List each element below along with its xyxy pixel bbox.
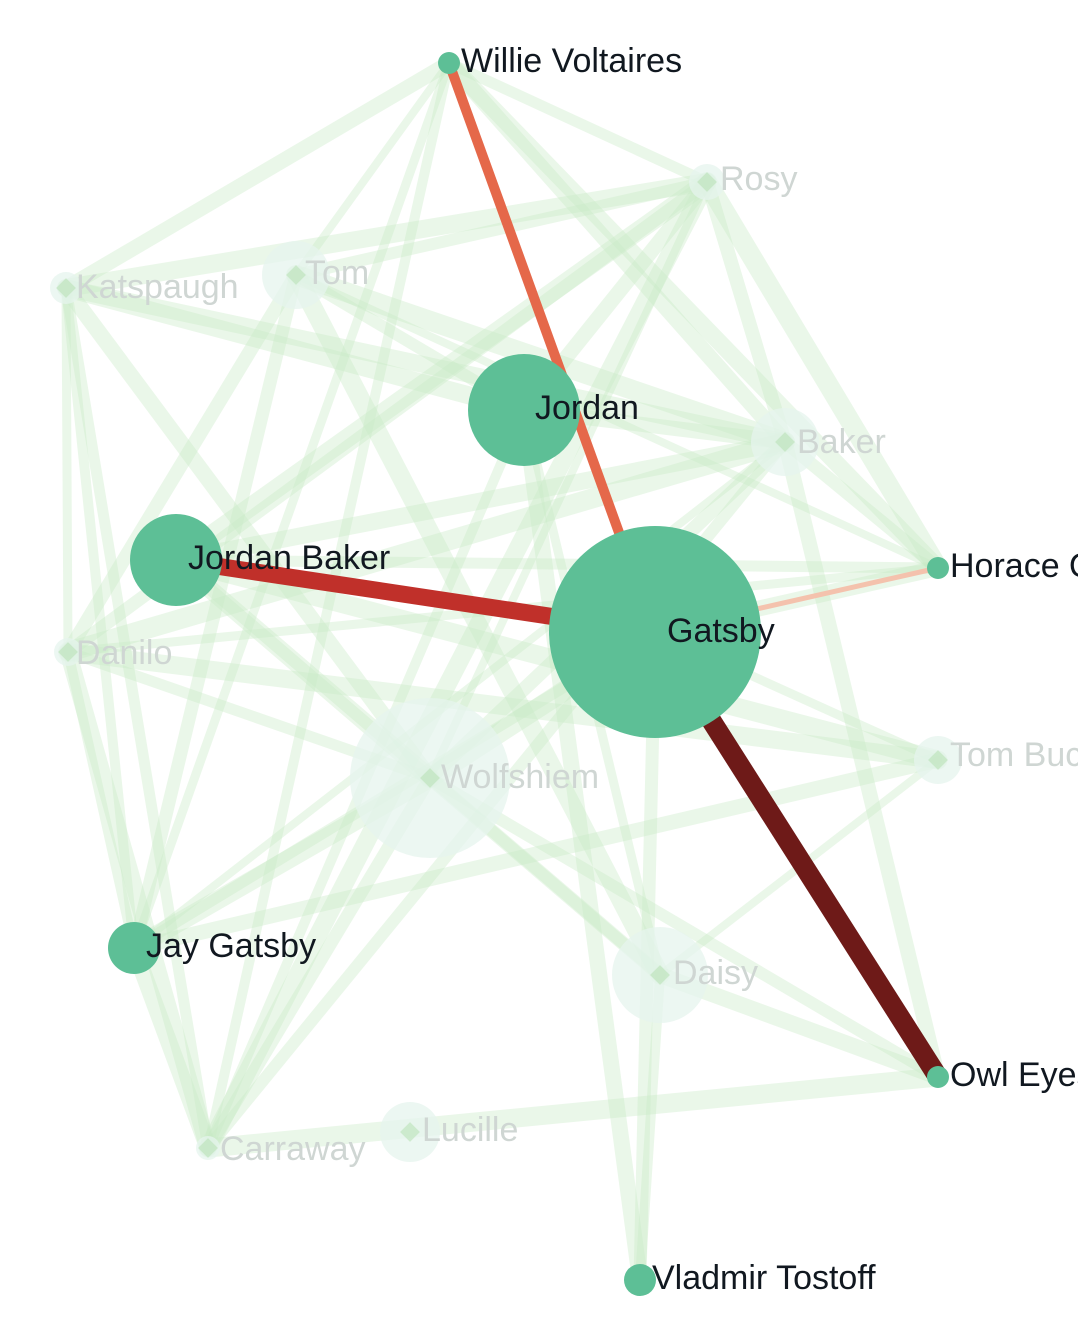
node-label-danilo: Danilo xyxy=(76,634,172,672)
node-gatsby[interactable] xyxy=(549,526,761,738)
faded-edge-jordan-baker-baker xyxy=(167,433,794,569)
faded-edge-willie-voltaires-baker xyxy=(441,55,793,450)
node-label-willie-voltaires: Willie Voltaires xyxy=(461,42,682,80)
faded-edge-tom-danilo xyxy=(61,268,303,659)
node-marker-baker xyxy=(775,432,795,452)
node-horace[interactable] xyxy=(927,557,949,579)
faded-edge-jordan-vladmir-tostoff xyxy=(516,402,648,1288)
faded-edge-danilo-jay-gatsby xyxy=(63,647,139,953)
faded-edge-danilo-carraway xyxy=(59,643,217,1157)
faded-edge-danilo-tom-buchanan xyxy=(59,643,947,769)
node-label-jay-gatsby: Jay Gatsby xyxy=(146,927,316,965)
faded-edge-willie-voltaires-tom xyxy=(292,59,453,279)
faded-edge-rosy-baker xyxy=(700,175,792,449)
faded-edge-katspaugh-carraway xyxy=(60,282,214,1154)
node-label-owl-eyes: Owl Eyes xyxy=(950,1056,1078,1094)
node-vladmir-tostoff[interactable] xyxy=(624,1264,656,1296)
faded-edge-rosy-wolfshiem xyxy=(426,178,711,782)
node-jordan[interactable] xyxy=(468,354,580,466)
node-label-jordan: Jordan xyxy=(535,389,639,427)
faded-edge-wolfshiem-owl-eyes xyxy=(424,772,944,1083)
node-label-horace: Horace O xyxy=(950,547,1078,585)
node-label-carraway: Carraway xyxy=(220,1130,365,1168)
faded-edge-rosy-katspaugh xyxy=(57,173,716,297)
node-label-katspaugh: Katspaugh xyxy=(76,268,239,306)
faded-edge-rosy-jordan-baker xyxy=(166,172,717,570)
faded-edge-jordan-baker-horace xyxy=(170,554,944,574)
faded-edge-rosy-horace xyxy=(697,172,948,578)
faded-edge-baker-owl-eyes xyxy=(777,434,946,1085)
faded-edge-katspaugh-baker xyxy=(57,279,794,451)
faded-edge-tom-horace xyxy=(292,271,942,572)
faded-edge-willie-voltaires-carraway xyxy=(203,58,454,1153)
faded-edge-willie-voltaires-katspaugh xyxy=(58,55,457,296)
faded-edge-willie-voltaires-horace xyxy=(440,54,947,577)
node-label-vladmir-tostoff: Vladmir Tostoff xyxy=(652,1259,876,1297)
faded-edge-owl-eyes-carraway xyxy=(198,1067,948,1158)
faded-edge-layer xyxy=(57,54,948,1288)
node-marker-wolfshiem xyxy=(420,768,440,788)
node-label-baker: Baker xyxy=(797,423,886,461)
faded-edge-carraway-rosy xyxy=(199,173,716,1157)
node-label-tom-buchanan: Tom Buchanan xyxy=(950,736,1078,774)
node-owl-eyes[interactable] xyxy=(927,1066,949,1088)
node-label-gatsby: Gatsby xyxy=(667,612,775,650)
node-marker-lucille xyxy=(400,1122,420,1142)
node-label-jordan-baker: Jordan Baker xyxy=(188,539,390,577)
faded-edge-willie-voltaires-jay-gatsby xyxy=(129,58,454,953)
node-marker-carraway xyxy=(198,1138,218,1158)
faded-edge-daisy-vladmir-tostoff xyxy=(635,970,665,1285)
label-layer: Gatsby Jordan Jordan Baker Jay Gatsby Willie… xyxy=(76,42,1078,1297)
node-label-rosy: Rosy xyxy=(720,160,797,198)
faded-edge-daisy-owl-eyes xyxy=(652,967,946,1085)
faded-edge-tom-jay-gatsby xyxy=(127,268,303,955)
faded-edge-tom-daisy xyxy=(286,265,670,985)
node-label-wolfshiem: Wolfshiem xyxy=(441,758,599,796)
faded-edge-jay-gatsby-carraway xyxy=(125,939,217,1157)
node-jordan-baker[interactable] xyxy=(130,514,222,606)
faded-edge-willie-voltaires-rosy xyxy=(443,57,713,188)
node-marker-katspaugh xyxy=(56,278,76,298)
node-label-lucille: Lucille xyxy=(422,1111,518,1149)
faded-edge-baker-danilo xyxy=(58,432,795,662)
node-label-tom: Tom xyxy=(305,254,369,292)
node-jay-gatsby[interactable] xyxy=(108,922,160,974)
faded-edge-katspaugh-wolfshiem xyxy=(58,280,438,786)
faded-edge-tom-buchanan-jay-gatsby xyxy=(126,752,946,956)
faded-node-layer xyxy=(50,164,962,1162)
faded-edge-baker-jay-gatsby xyxy=(130,438,789,952)
node-marker-tom-buchanan xyxy=(928,750,948,770)
faded-edge-rosy-tom xyxy=(290,176,713,281)
node-marker-tom xyxy=(286,265,306,285)
faded-edge-katspaugh-jay-gatsby xyxy=(61,283,139,953)
node-label-daisy: Daisy xyxy=(673,954,758,992)
node-willie-voltaires[interactable] xyxy=(438,52,460,74)
faded-edge-katspaugh-danilo xyxy=(61,283,73,657)
active-node-layer xyxy=(108,52,949,1296)
faded-edge-katspaugh-jordan xyxy=(57,279,533,419)
node-marker-daisy xyxy=(650,965,670,985)
